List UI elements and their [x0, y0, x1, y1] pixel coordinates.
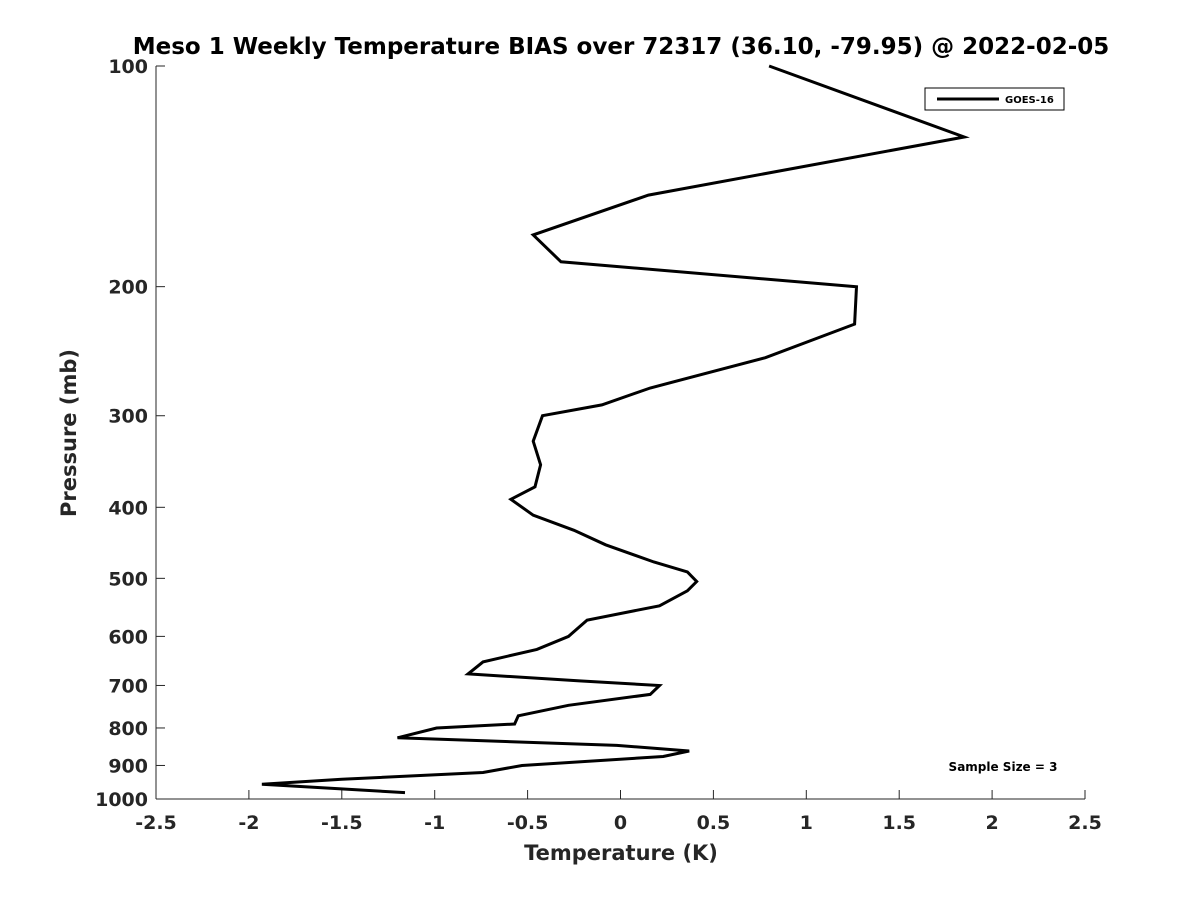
y-tick-label: 1000 [95, 789, 148, 811]
y-tick-label: 400 [108, 497, 148, 519]
x-tick-label: 1.5 [882, 812, 916, 834]
x-ticks: -2.5 -2 -1.5 -1 -0.5 0 0.5 1 1.5 2 2.5 [135, 790, 1102, 834]
legend-label-goes-16: GOES-16 [1005, 95, 1054, 106]
chart-title: Meso 1 Weekly Temperature BIAS over 7231… [133, 34, 1110, 60]
y-tick-label: 600 [108, 626, 148, 648]
y-tick-label: 800 [108, 718, 148, 740]
y-tick-label: 500 [108, 568, 148, 590]
x-tick-label: -2.5 [135, 812, 177, 834]
y-tick-label: 200 [108, 277, 148, 299]
y-tick-label: 300 [108, 406, 148, 428]
legend: GOES-16 [924, 87, 1065, 111]
y-tick-label: 700 [108, 675, 148, 697]
x-tick-label: 0 [614, 812, 627, 834]
y-ticks: 100 200 300 400 500 600 700 800 900 1000 [95, 56, 165, 811]
series-line-goes-16 [261, 64, 970, 795]
x-tick-label: -1 [424, 812, 445, 834]
y-tick-label: 100 [108, 56, 148, 78]
x-tick-label: 2 [985, 812, 998, 834]
plot-area: -2.5 -2 -1.5 -1 -0.5 0 0.5 1 1.5 2 2.5 100 200 300 40… [95, 56, 1102, 834]
x-axis-label: Temperature (K) [524, 841, 718, 865]
y-tick-label: 900 [108, 755, 148, 777]
x-tick-label: -0.5 [507, 812, 549, 834]
x-tick-label: -2 [238, 812, 259, 834]
x-tick-label: 2.5 [1068, 812, 1102, 834]
y-axis-label: Pressure (mb) [57, 349, 81, 517]
sample-size-annotation: Sample Size = 3 [949, 760, 1058, 774]
x-tick-label: -1.5 [321, 812, 363, 834]
x-tick-label: 0.5 [697, 812, 731, 834]
x-tick-label: 1 [800, 812, 813, 834]
